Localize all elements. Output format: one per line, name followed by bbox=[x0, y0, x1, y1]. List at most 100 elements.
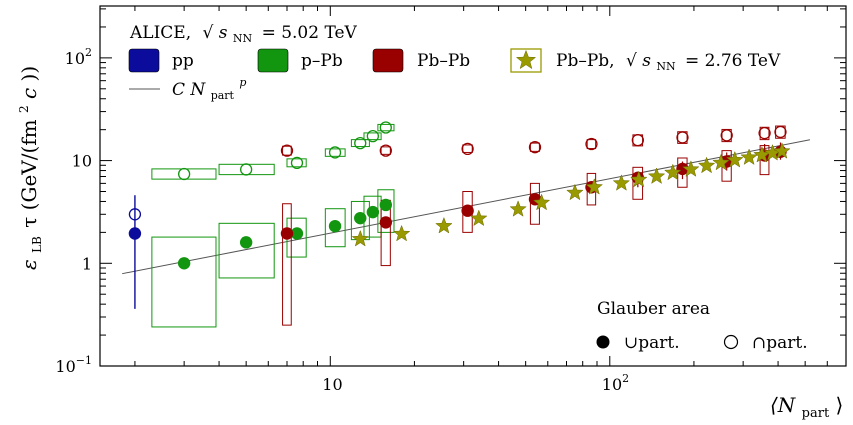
energy-s: s bbox=[219, 23, 228, 43]
sys-box-intersection bbox=[324, 148, 346, 157]
sys-box-intersection bbox=[586, 139, 597, 150]
star-point bbox=[509, 200, 527, 217]
legend-pbpb276-energy: = 2.76 TeV bbox=[685, 51, 781, 71]
star-point bbox=[773, 142, 791, 159]
x-tick-label-exp: 2 bbox=[622, 372, 629, 385]
open-circle-point bbox=[328, 146, 342, 159]
x-tick-label: 10 bbox=[322, 375, 342, 394]
y-axis-title-sup: 2 bbox=[17, 105, 31, 113]
y-axis-title-eps: ε bbox=[17, 259, 41, 270]
y-tick-label-exp: −1 bbox=[76, 354, 92, 367]
sys-box-intersection bbox=[529, 142, 540, 152]
glauber-legend: Glauber area ∪part. ∩part. bbox=[596, 299, 808, 353]
sys-box-intersection bbox=[151, 168, 217, 180]
star-point bbox=[435, 216, 453, 234]
open-circle-point bbox=[239, 163, 253, 176]
glauber-intersection-label: ∩part. bbox=[752, 333, 808, 353]
x-axis-title-close: ⟩ bbox=[836, 393, 844, 417]
legend-label-pp: pp bbox=[172, 51, 194, 71]
sys-box-union bbox=[282, 203, 292, 326]
sys-box-union bbox=[218, 222, 275, 279]
open-circle-point bbox=[366, 129, 380, 143]
open-circle-point bbox=[631, 134, 644, 147]
y-tick-label-exp: 2 bbox=[85, 46, 92, 59]
y-tick-label-base: 10 bbox=[65, 49, 85, 68]
open-circle-point bbox=[774, 125, 787, 139]
open-circle-point bbox=[177, 167, 191, 181]
open-circle-point bbox=[290, 156, 304, 170]
fit-label-sub: part bbox=[211, 89, 235, 102]
y-axis-title-c: c bbox=[17, 88, 41, 99]
star-point bbox=[351, 229, 369, 247]
glauber-title: Glauber area bbox=[597, 299, 710, 319]
sys-box-intersection bbox=[350, 139, 370, 148]
star-point bbox=[697, 156, 716, 174]
star-point bbox=[566, 183, 584, 201]
y-tick-label: 10−1 bbox=[55, 354, 92, 376]
open-circle-point bbox=[379, 144, 392, 157]
legend-pbpb276-system: Pb–Pb, bbox=[556, 51, 615, 71]
fit-label-n: N bbox=[189, 80, 206, 100]
star-point bbox=[726, 150, 744, 168]
x-tick-label: 102 bbox=[602, 372, 629, 394]
y-axis-title: ε LB τ (GeV/(fm 2 c )) bbox=[9, 66, 46, 270]
filled-circle-point bbox=[461, 204, 474, 217]
energy-s-sub: NN bbox=[233, 32, 253, 45]
filled-circle-point bbox=[354, 211, 367, 225]
legend-header: ALICE, √ s NN = 5.02 TeV bbox=[129, 23, 358, 47]
x-axis-title: ⟨N part ⟩ bbox=[770, 393, 843, 422]
legend-star-marker bbox=[515, 49, 537, 70]
legend-label-pbpb276: Pb–Pb, √ s NN = 2.76 TeV bbox=[556, 51, 781, 75]
star-point bbox=[392, 224, 411, 242]
experiment-label: ALICE, bbox=[129, 23, 191, 43]
sys-box-intersection bbox=[286, 158, 307, 168]
energy-value: = 5.02 TeV bbox=[262, 23, 358, 43]
open-circle-point bbox=[354, 136, 367, 150]
legend-swatch-pbpb bbox=[372, 48, 404, 73]
open-circle-point bbox=[128, 208, 142, 221]
y-tick-label-base: 10 bbox=[55, 357, 75, 376]
sys-box-intersection bbox=[377, 123, 395, 132]
filled-circle-point bbox=[328, 219, 342, 233]
star-point bbox=[647, 167, 666, 184]
sys-box-intersection bbox=[380, 146, 391, 155]
star-point bbox=[470, 209, 488, 227]
star-point bbox=[712, 153, 730, 171]
y-tick-label-base: 1 bbox=[82, 254, 92, 273]
sys-box-intersection bbox=[363, 132, 382, 141]
filled-circle-point bbox=[239, 236, 253, 249]
star-point bbox=[612, 174, 631, 191]
star-point bbox=[664, 163, 682, 181]
filled-circle-point bbox=[290, 227, 304, 240]
star-point bbox=[630, 170, 648, 188]
filled-circle-point bbox=[379, 198, 393, 212]
open-circle-point bbox=[280, 144, 294, 157]
y-tick-label: 102 bbox=[65, 46, 92, 68]
filled-circle-point bbox=[379, 216, 393, 229]
filled-circle-point bbox=[177, 257, 191, 270]
y-axis-title-tau: τ (GeV/(fm bbox=[17, 119, 41, 227]
x-tick-label-base: 10 bbox=[602, 375, 622, 394]
sqrt-sign: √ bbox=[203, 23, 214, 43]
open-circle-point bbox=[676, 131, 689, 144]
star-point bbox=[740, 148, 758, 165]
sys-box-union bbox=[324, 208, 346, 248]
plot-frame bbox=[99, 5, 847, 367]
fit-label-sup: p bbox=[239, 76, 246, 89]
filled-circle-point bbox=[676, 162, 689, 176]
legend-pbpb276-s: s bbox=[642, 51, 651, 71]
y-axis-title-eps-sub: LB bbox=[30, 236, 44, 253]
legend-fit-label: C N part p bbox=[172, 76, 246, 104]
glauber-union-label: ∪part. bbox=[624, 333, 680, 353]
y-axis-title-close: )) bbox=[17, 66, 41, 82]
x-tick-label-base: 10 bbox=[322, 375, 342, 394]
y-tick-label: 10 bbox=[72, 152, 92, 171]
legend-star bbox=[515, 49, 537, 70]
star-point bbox=[682, 160, 700, 177]
filled-circle-point bbox=[366, 205, 380, 219]
legend-label-pbpb: Pb–Pb bbox=[417, 51, 470, 71]
filled-circle-point bbox=[128, 227, 142, 240]
legend-label-ppb: p–Pb bbox=[301, 51, 343, 71]
